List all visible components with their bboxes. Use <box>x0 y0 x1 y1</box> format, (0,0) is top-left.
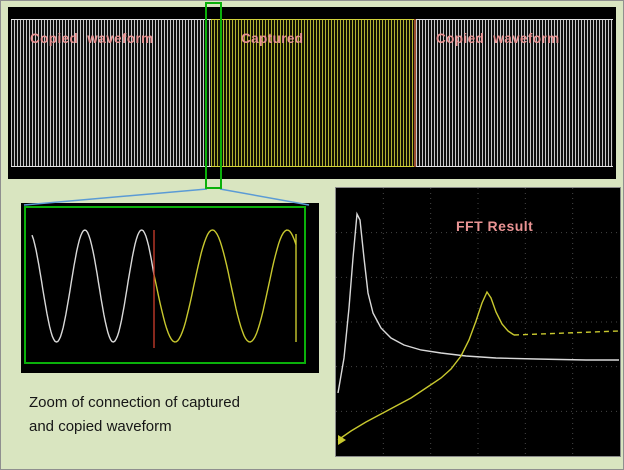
captured-waveform <box>211 19 414 167</box>
copied-waveform-left <box>11 19 211 167</box>
fft-yellow-trace-dashed <box>513 330 620 336</box>
caption: Zoom of connection of captured and copie… <box>29 391 240 439</box>
label-copied-waveform-right: Copied waveform <box>436 31 560 46</box>
zoom-panel <box>21 203 319 373</box>
zoom-panel-border <box>24 206 306 364</box>
caption-line-2: and copied waveform <box>29 418 172 435</box>
fft-plot <box>336 188 620 456</box>
label-copied-waveform-left: Copied waveform <box>30 31 154 46</box>
waveform-panel: Copied waveform Captured Copied waveform <box>8 7 616 179</box>
copied-waveform-right <box>416 19 613 167</box>
fft-panel: FFT Result <box>335 187 621 457</box>
captured-sine-trace <box>153 229 297 343</box>
label-captured: Captured <box>241 31 304 46</box>
zoom-region-highlight <box>205 2 222 189</box>
copied-sine-trace <box>31 229 155 343</box>
fft-yellow-trace <box>337 290 515 441</box>
channel-marker <box>338 435 346 445</box>
waveform-junction-line <box>414 19 416 167</box>
caption-line-1: Zoom of connection of captured <box>29 394 240 411</box>
fft-title: FFT Result <box>456 218 534 234</box>
fft-white-trace <box>337 211 619 394</box>
zoom-waveform <box>31 229 297 348</box>
